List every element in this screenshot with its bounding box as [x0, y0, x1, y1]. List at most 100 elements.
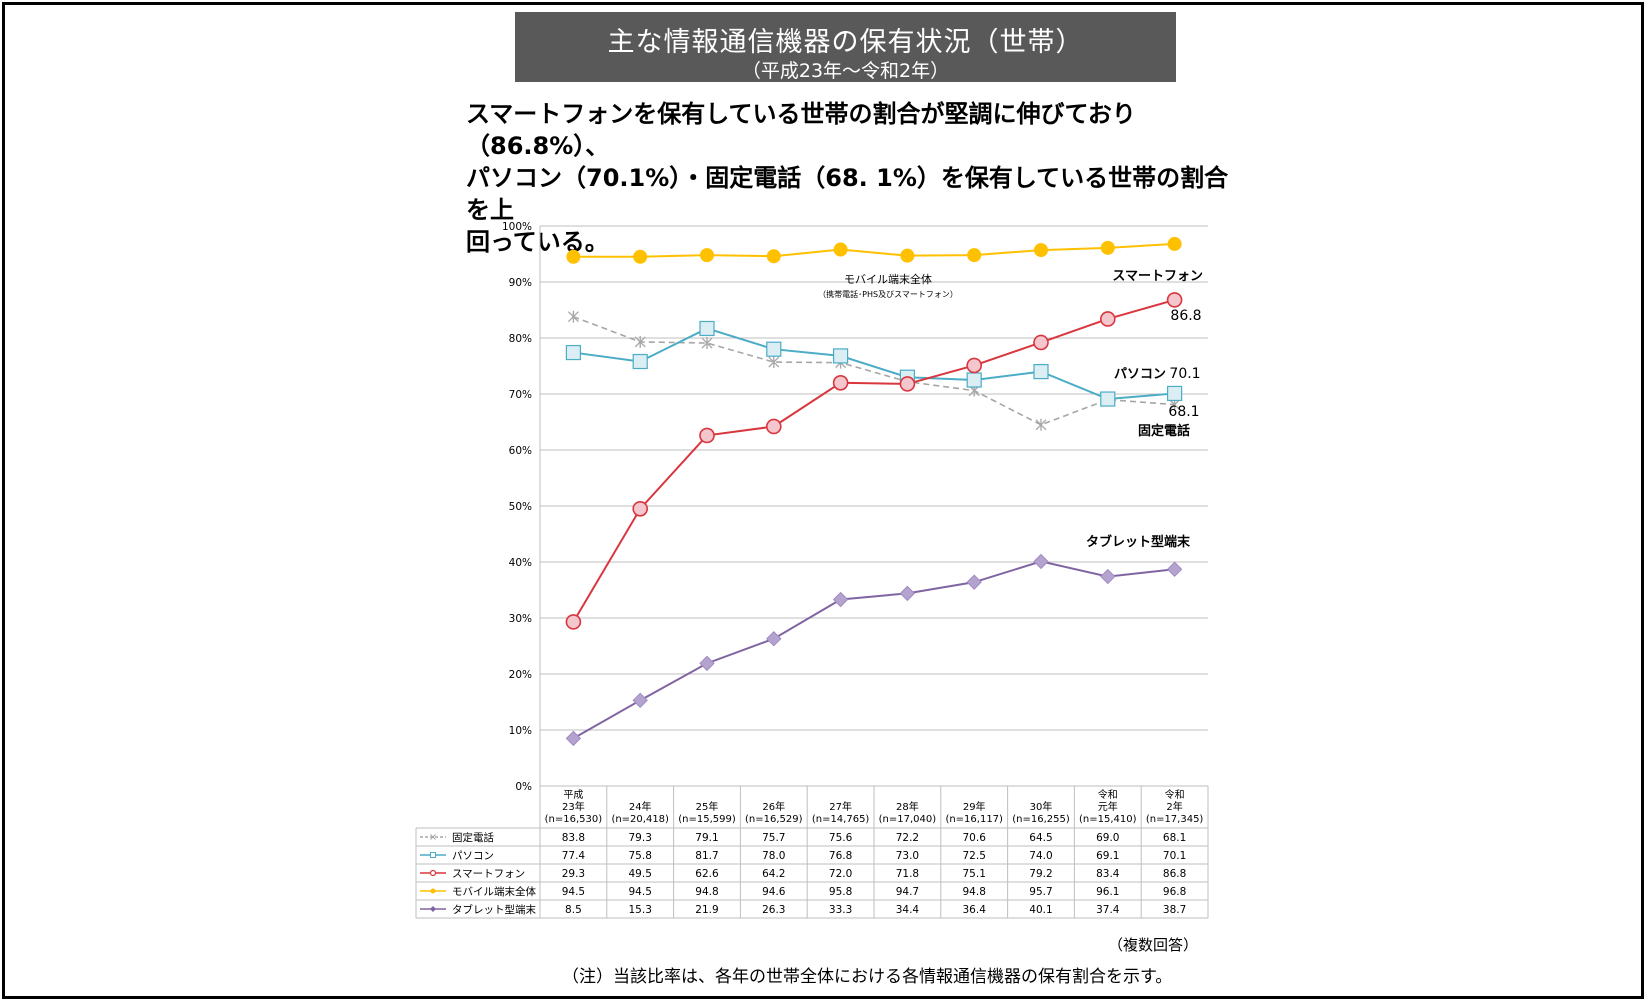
table-value: 75.8: [629, 850, 652, 862]
series-line: [573, 242, 1175, 258]
table-value: 70.6: [963, 832, 987, 844]
data-point: [701, 337, 713, 350]
table-value: 62.6: [695, 868, 719, 880]
data-point: [1167, 236, 1182, 251]
x-category-label: (n=16,530): [545, 814, 603, 825]
table-value: 81.7: [695, 850, 718, 862]
legend-swatch-marker: [430, 852, 436, 858]
x-category-label: 令和: [1165, 788, 1185, 801]
y-tick-label: 20%: [509, 669, 532, 681]
data-point: [565, 730, 582, 747]
annotation-smartphone-label: スマートフォン: [1112, 269, 1203, 284]
table-value: 69.1: [1096, 850, 1119, 862]
table-value: 73.0: [896, 850, 919, 862]
data-point: [565, 344, 582, 361]
multiple-answer-note: （複数回答）: [1108, 936, 1199, 954]
data-point: [1100, 568, 1116, 585]
table-value: 49.5: [629, 868, 652, 880]
y-tick-label: 50%: [509, 501, 532, 513]
data-point: [633, 249, 648, 264]
x-category-label: 24年: [629, 800, 652, 813]
data-point: [1033, 334, 1049, 351]
x-category-label: 25年: [696, 800, 719, 813]
table-value: 29.3: [562, 868, 585, 880]
annotation-landline-label: 固定電話: [1138, 423, 1190, 439]
table-value: 37.4: [1096, 904, 1120, 916]
headline: スマートフォンを保有している世帯の割合が堅調に伸びており（86.8%）、 パソコ…: [466, 98, 1246, 258]
data-point: [699, 427, 715, 444]
data-point: [699, 320, 715, 337]
table-value: 75.1: [963, 868, 986, 880]
data-point: [1035, 418, 1047, 431]
legend-label: パソコン: [452, 850, 494, 862]
legend-swatch-marker: [430, 906, 436, 912]
table-value: 78.0: [762, 850, 785, 862]
data-point: [634, 335, 646, 348]
legend-label: 固定電話: [452, 831, 494, 844]
legend-swatch-marker: [430, 834, 436, 840]
x-category-label: 23年: [562, 800, 585, 813]
legend-label: モバイル端末全体: [452, 885, 536, 898]
data-point: [1034, 243, 1048, 258]
headline-line-3: 回っている。: [466, 228, 609, 256]
table-value: 74.0: [1029, 850, 1052, 862]
table-value: 94.5: [562, 886, 585, 898]
y-tick-label: 80%: [509, 333, 532, 345]
data-point: [899, 376, 916, 392]
x-category-label: 2年: [1166, 800, 1182, 813]
data-point: [565, 614, 582, 630]
x-category-label: 26年: [762, 800, 785, 813]
table-value: 21.9: [695, 904, 718, 916]
data-point: [967, 248, 982, 263]
annotation-smartphone-value: 86.8: [1170, 308, 1201, 324]
table-value: 76.8: [829, 850, 852, 862]
y-tick-label: 100%: [502, 221, 532, 233]
data-point: [766, 249, 781, 264]
table-value: 8.5: [565, 904, 582, 916]
data-point: [966, 357, 983, 374]
table-value: 75.6: [829, 832, 853, 844]
table-value: 86.8: [1163, 868, 1186, 880]
data-point: [1100, 240, 1115, 255]
legend-label: タブレット型端末: [452, 903, 536, 916]
table-value: 94.5: [629, 886, 652, 898]
table-value: 94.8: [963, 886, 986, 898]
data-point: [1166, 292, 1183, 308]
y-tick-label: 60%: [509, 445, 532, 457]
x-category-label: (n=15,599): [678, 814, 736, 825]
table-value: 94.8: [695, 886, 718, 898]
table-value: 70.1: [1163, 850, 1186, 862]
table-value: 79.3: [629, 832, 652, 844]
x-category-label: 平成: [563, 789, 583, 801]
table-value: 94.6: [762, 886, 786, 898]
table-value: 69.0: [1096, 832, 1119, 844]
table-value: 38.7: [1163, 904, 1186, 916]
table-value: 83.4: [1096, 868, 1120, 880]
x-category-label: (n=16,117): [945, 814, 1003, 825]
table-value: 64.2: [762, 868, 785, 880]
x-category-label: (n=20,418): [611, 814, 669, 825]
table-value: 71.8: [896, 868, 919, 880]
table-value: 68.1: [1163, 832, 1186, 844]
data-point: [632, 500, 649, 517]
x-category-label: 元年: [1098, 800, 1118, 813]
data-point: [833, 242, 848, 257]
y-tick-label: 40%: [509, 557, 532, 569]
x-category-label: (n=16,529): [745, 814, 803, 825]
x-category-label: 29年: [963, 800, 986, 813]
data-point: [900, 248, 915, 263]
table-value: 96.1: [1096, 886, 1119, 898]
data-point: [1100, 391, 1116, 407]
table-value: 34.4: [896, 904, 920, 916]
footnote: （注）当該比率は、各年の世帯全体における各情報通信機器の保有割合を示す。: [562, 967, 1173, 987]
series-line: [572, 298, 1175, 623]
data-point: [1033, 364, 1049, 380]
line-chart: 0%10%20%30%40%50%60%70%80%90%100%平成23年(n…: [415, 221, 1209, 919]
data-point: [700, 248, 714, 263]
table-value: 83.8: [562, 832, 585, 844]
title-banner: 主な情報通信機器の保有状況（世帯） （平成23年～令和2年）: [515, 12, 1176, 82]
x-category-label: (n=17,040): [879, 814, 937, 825]
x-category-label: 30年: [1030, 800, 1053, 813]
table-value: 72.2: [896, 832, 919, 844]
data-point: [699, 655, 715, 672]
